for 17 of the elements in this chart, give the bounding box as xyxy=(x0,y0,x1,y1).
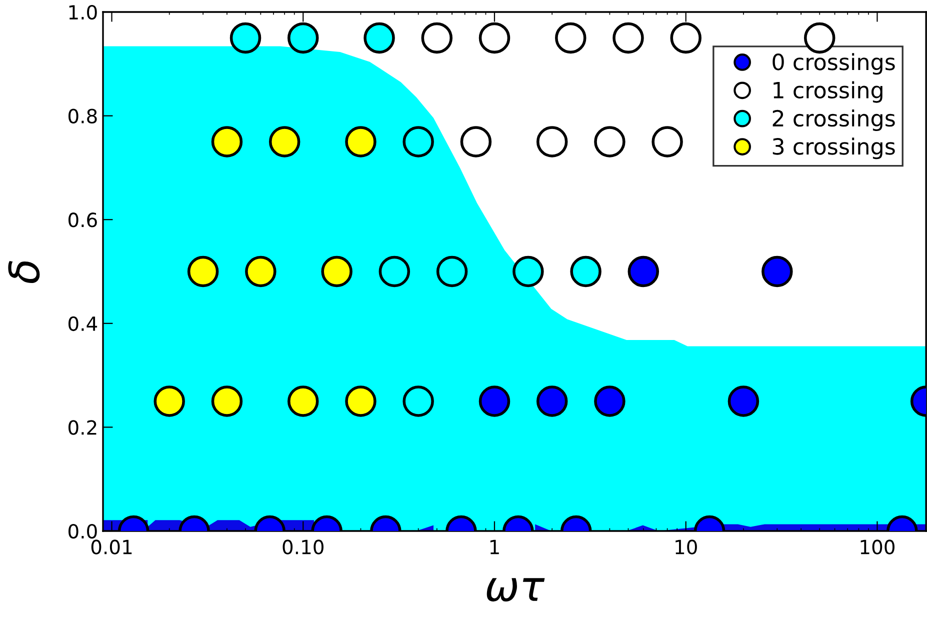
y-tick-label: 0.2 xyxy=(68,420,96,435)
y-tick-label: 0.4 xyxy=(68,316,98,332)
x-tick-label: 0.01 xyxy=(91,540,132,554)
y-tick-label: 1.0 xyxy=(69,4,97,20)
y-tick-label: 0.6 xyxy=(68,212,97,228)
legend-label: 0 crossings xyxy=(772,53,895,75)
y-tick-label: 0.8 xyxy=(68,108,97,124)
legend-label: 1 crossing xyxy=(774,81,882,103)
x-tick-label: 1 xyxy=(490,540,499,554)
x-tick-label: 100 xyxy=(860,540,894,554)
x-tick-label: 0.10 xyxy=(282,540,324,554)
y-axis-title: δ xyxy=(8,261,40,284)
y-tick-label: 0.0 xyxy=(68,524,97,539)
x-axis-title: ωτ xyxy=(486,578,545,602)
legend-label: 3 crossings xyxy=(772,138,895,160)
legend-label: 2 crossings xyxy=(772,109,895,131)
x-tick-label: 10 xyxy=(676,540,697,554)
